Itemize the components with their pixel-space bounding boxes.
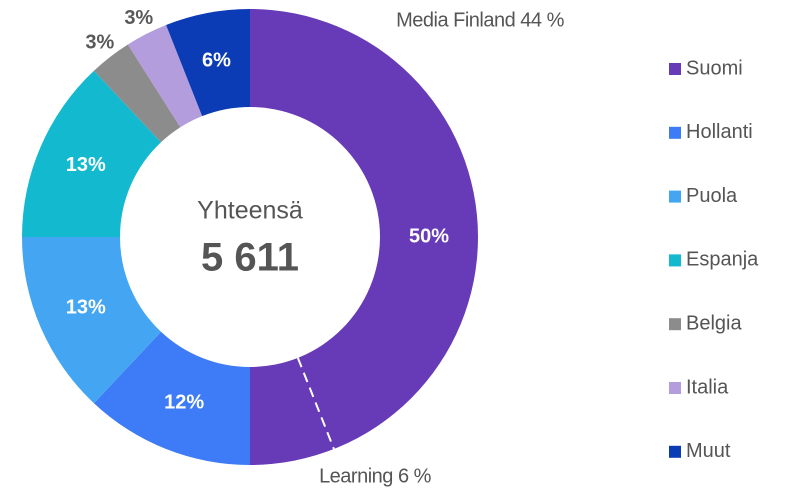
legend-label: Puola [686, 185, 738, 207]
legend-swatch [669, 254, 681, 267]
data-label: 12% [164, 392, 204, 414]
legend-label: Italia [686, 376, 729, 398]
legend-label: Belgia [686, 312, 742, 334]
legend-swatch [669, 190, 681, 203]
annotation: Learning 6 % [319, 465, 432, 487]
donut-slice [250, 9, 478, 465]
data-label: 3% [124, 7, 153, 29]
legend-label: Hollanti [686, 121, 753, 143]
donut-slice [93, 331, 250, 465]
data-label: 6% [202, 49, 231, 71]
donut-slice [93, 44, 181, 143]
center-title: Yhteensä [197, 197, 303, 225]
legend-swatch [669, 63, 681, 75]
annotation: Media Finland 44 % [396, 9, 564, 31]
donut-slice [127, 25, 203, 128]
donut-slice [22, 70, 162, 237]
donut-slice [166, 9, 250, 117]
data-label: 13% [66, 296, 106, 318]
legend-swatch [669, 318, 681, 331]
split-line [296, 357, 335, 450]
legend-swatch [669, 382, 681, 394]
legend-swatch [669, 445, 681, 458]
legend-label: Suomi [686, 57, 743, 79]
legend-label: Espanja [686, 249, 759, 271]
donut-slice [22, 237, 162, 404]
center-total: 5 611 [201, 236, 299, 280]
data-label: 13% [66, 154, 106, 176]
legend-swatch [669, 126, 681, 139]
data-label: 50% [409, 225, 449, 247]
legend-label: Muut [686, 440, 731, 462]
data-label: 3% [85, 32, 114, 54]
